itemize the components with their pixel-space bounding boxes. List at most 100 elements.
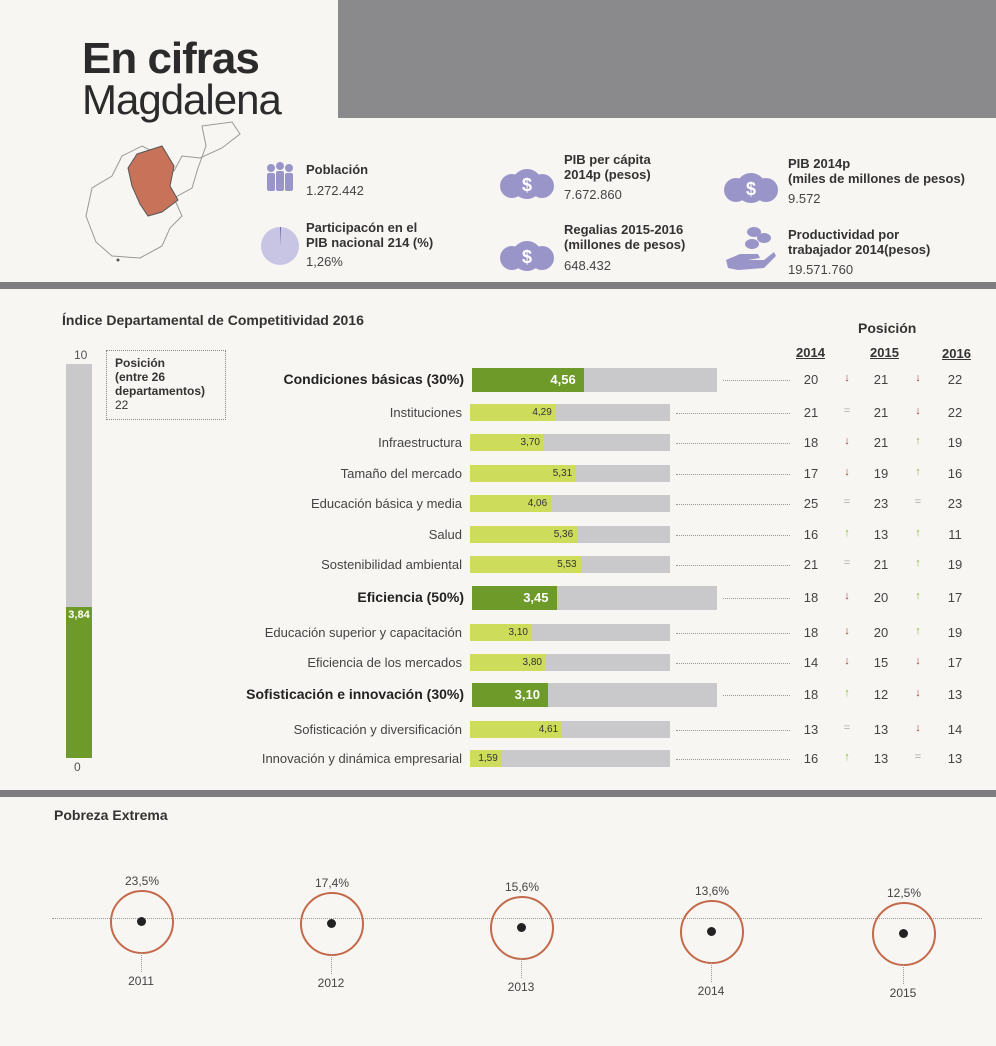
pib2014-label: PIB 2014p (miles de millones de pesos) bbox=[788, 156, 965, 186]
index-row-label: Eficiencia (50%) bbox=[357, 589, 464, 605]
position-2016: 17 bbox=[947, 590, 963, 605]
gauge-min-label: 0 bbox=[74, 760, 81, 774]
arrow-down-icon: ↓ bbox=[915, 721, 921, 734]
poblacion-value: 1.272.442 bbox=[306, 183, 364, 198]
index-row-label: Sostenibilidad ambiental bbox=[321, 557, 462, 572]
index-bar: 4,56 bbox=[472, 368, 584, 392]
index-bar-value: 4,56 bbox=[550, 372, 576, 387]
svg-text:$: $ bbox=[522, 247, 532, 267]
index-bar-track: 5,36 bbox=[470, 526, 670, 543]
index-row-label: Sofisticación y diversificación bbox=[293, 722, 462, 737]
index-bar-value: 3,10 bbox=[514, 687, 540, 702]
productividad-label: Productividad por trabajador 2014(pesos) bbox=[788, 227, 931, 257]
poverty-year: 2012 bbox=[317, 976, 345, 990]
participacion-label: Participacón en el PIB nacional 214 (%) bbox=[306, 220, 434, 250]
poverty-year: 2015 bbox=[889, 986, 917, 1000]
index-bar: 5,53 bbox=[470, 556, 581, 573]
index-row-label: Sofisticación e innovación (30%) bbox=[246, 686, 464, 702]
index-bar: 3,80 bbox=[470, 654, 546, 671]
leader-line bbox=[676, 662, 790, 664]
index-bar-track: 3,80 bbox=[470, 654, 670, 671]
poverty-value: 23,5% bbox=[124, 874, 160, 888]
index-bar-track: 4,56 bbox=[472, 368, 717, 392]
index-bar-track: 5,31 bbox=[470, 465, 670, 482]
position-2014: 20 bbox=[803, 372, 819, 387]
index-bar-value: 3,80 bbox=[522, 657, 542, 668]
pib2014-value: 9.572 bbox=[788, 191, 821, 206]
arrow-down-icon: ↓ bbox=[915, 372, 921, 384]
arrow-up-icon: ↑ bbox=[915, 465, 921, 478]
index-bar-track: 3,45 bbox=[472, 586, 717, 610]
poverty-value: 15,6% bbox=[504, 880, 540, 894]
index-bar-value: 5,36 bbox=[553, 529, 574, 540]
pie-chart-icon bbox=[260, 226, 300, 266]
header-banner bbox=[338, 0, 996, 118]
arrow-up-icon: ↑ bbox=[915, 556, 921, 569]
position-2015: 20 bbox=[873, 590, 889, 605]
equal-icon: = bbox=[843, 721, 851, 734]
money-bags-icon: $ bbox=[722, 164, 780, 204]
position-2015: 15 bbox=[873, 654, 889, 670]
position-2014: 14 bbox=[803, 654, 819, 670]
poblacion-label: Población bbox=[306, 162, 369, 177]
poverty-dot bbox=[517, 923, 526, 932]
separator bbox=[0, 282, 996, 289]
position-2015: 20 bbox=[873, 624, 889, 640]
magdalena-region bbox=[127, 145, 179, 217]
position-2016: 16 bbox=[947, 465, 963, 481]
money-bags-icon: $ bbox=[498, 160, 556, 200]
index-row-label: Instituciones bbox=[389, 405, 462, 420]
arrow-down-icon: ↓ bbox=[915, 404, 921, 417]
index-bar-value: 3,70 bbox=[520, 437, 540, 448]
gauge-value: 3,84 bbox=[68, 608, 90, 621]
arrow-up-icon: ↑ bbox=[844, 687, 850, 699]
index-bar-track: 3,70 bbox=[470, 434, 670, 451]
leader-line bbox=[676, 442, 790, 444]
poverty-value: 13,6% bbox=[694, 884, 730, 898]
index-row-label: Tamaño del mercado bbox=[340, 466, 462, 481]
position-2015: 23 bbox=[873, 495, 889, 511]
position-2014: 18 bbox=[803, 687, 819, 702]
position-box: Posición (entre 26 departamentos) 22 bbox=[106, 350, 226, 420]
equal-icon: = bbox=[843, 495, 851, 508]
index-bar-track: 3,10 bbox=[472, 683, 717, 707]
position-2016: 13 bbox=[947, 750, 963, 766]
equal-icon: = bbox=[914, 495, 922, 508]
pib-percapita-label: PIB per cápita 2014p (pesos) bbox=[564, 152, 651, 182]
regalias-value: 648.432 bbox=[564, 258, 611, 273]
people-icon bbox=[262, 160, 298, 196]
index-bar-track: 5,53 bbox=[470, 556, 670, 573]
index-bar-value: 3,10 bbox=[508, 627, 528, 638]
leader-line bbox=[676, 534, 790, 536]
index-bar: 4,06 bbox=[470, 495, 552, 512]
poverty-tick bbox=[521, 958, 522, 978]
poverty-tick bbox=[141, 952, 142, 972]
index-bar: 1,59 bbox=[470, 750, 502, 767]
leader-line bbox=[676, 758, 790, 760]
index-row-label: Educación superior y capacitación bbox=[264, 625, 462, 640]
index-bar: 3,10 bbox=[470, 624, 532, 641]
index-bar: 4,61 bbox=[470, 721, 563, 738]
position-2016: 23 bbox=[947, 495, 963, 511]
page-title: En cifras bbox=[82, 34, 260, 83]
arrow-up-icon: ↑ bbox=[915, 590, 921, 602]
arrow-down-icon: ↓ bbox=[844, 590, 850, 602]
page-subtitle: Magdalena bbox=[82, 76, 282, 123]
leader-line bbox=[723, 380, 790, 381]
index-bar: 5,31 bbox=[470, 465, 577, 482]
index-row-label: Salud bbox=[428, 527, 462, 542]
poverty-circle bbox=[490, 896, 554, 960]
arrow-down-icon: ↓ bbox=[844, 624, 850, 637]
index-bar-value: 4,06 bbox=[527, 498, 548, 509]
index-row-label: Educación básica y media bbox=[310, 496, 462, 511]
gauge-fill bbox=[66, 606, 92, 758]
svg-text:$: $ bbox=[746, 179, 756, 199]
index-bar-track: 3,10 bbox=[470, 624, 670, 641]
index-bar-value: 4,29 bbox=[532, 407, 552, 418]
gauge-track: 3,84 bbox=[66, 364, 92, 758]
leader-line bbox=[676, 412, 790, 414]
index-bar: 3,45 bbox=[472, 586, 557, 610]
index-bar-value: 3,45 bbox=[523, 590, 549, 605]
gauge-max-label: 10 bbox=[74, 348, 88, 362]
arrow-down-icon: ↓ bbox=[915, 687, 921, 699]
